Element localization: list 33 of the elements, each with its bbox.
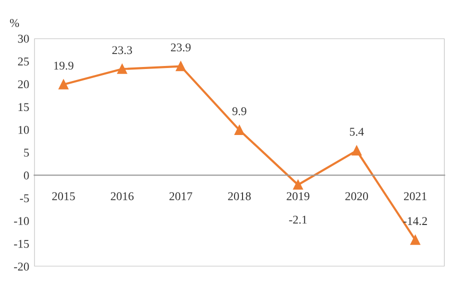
y-tick-label: 10 [18, 126, 29, 134]
point [176, 61, 186, 72]
y-tick-label: -20 [14, 262, 29, 271]
x-tick-label: 2018 [228, 192, 251, 200]
x-tick-label: 2016 [110, 192, 134, 200]
x-tick-label: 2017 [169, 192, 192, 200]
data-label: -14.2 [403, 217, 427, 226]
y-tick-label: -10 [14, 217, 29, 226]
data-label: 23.3 [112, 46, 132, 54]
y-tick-label: 5 [24, 148, 29, 157]
point [117, 64, 128, 74]
point [58, 80, 68, 90]
x-tick-label: 2021 [404, 192, 426, 200]
y-tick-label: 15 [18, 103, 29, 112]
point [352, 146, 362, 156]
data-label: -2.1 [289, 216, 307, 224]
point [234, 125, 244, 135]
x-tick-label: 2015 [52, 192, 75, 200]
x-tick-label: 2019 [286, 192, 310, 200]
y-tick-label: 0 [24, 171, 29, 180]
y-tick-label: -15 [14, 240, 29, 248]
data-label: 5.4 [350, 128, 364, 136]
y-axis-title: % [10, 19, 20, 28]
data-label: 9.9 [232, 107, 246, 116]
y-tick-label: -5 [20, 194, 29, 202]
point [293, 180, 303, 190]
y-tick-label: 20 [18, 80, 29, 88]
data-label: 23.9 [170, 43, 191, 52]
y-tick-label: 25 [18, 58, 29, 66]
y-tick-label: 30 [18, 34, 29, 43]
point [410, 235, 420, 245]
data-label: 19.9 [54, 62, 74, 70]
x-tick-label: 2020 [345, 192, 368, 200]
